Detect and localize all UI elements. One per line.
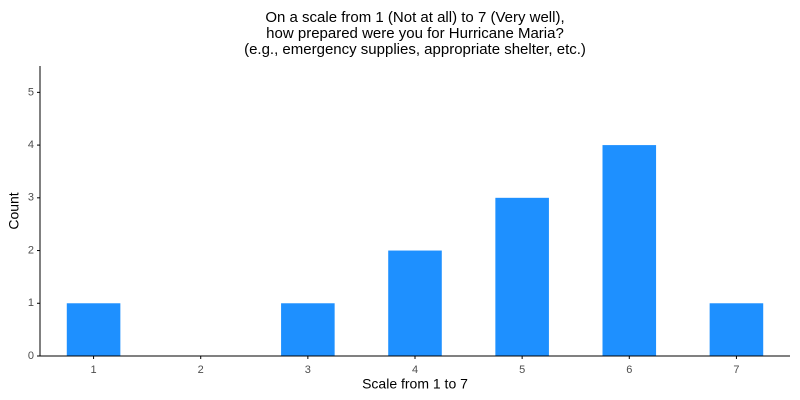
y-tick-label: 1 xyxy=(28,297,34,309)
bar xyxy=(709,303,764,356)
x-tick-label: 5 xyxy=(519,364,525,376)
x-tick-label: 2 xyxy=(198,364,204,376)
chart-title: how prepared were you for Hurricane Mari… xyxy=(266,25,564,42)
bar xyxy=(66,303,121,356)
bar xyxy=(602,145,657,356)
x-tick-label: 3 xyxy=(305,364,311,376)
x-tick-label: 7 xyxy=(733,364,739,376)
x-tick-label: 6 xyxy=(626,364,632,376)
y-tick-label: 2 xyxy=(28,244,34,256)
y-tick-label: 4 xyxy=(28,139,34,151)
chart-title: On a scale from 1 (Not at all) to 7 (Ver… xyxy=(265,9,564,26)
bar xyxy=(388,250,442,356)
x-axis-title: Scale from 1 to 7 xyxy=(362,376,468,392)
x-tick-label: 4 xyxy=(412,364,418,376)
chart-title: (e.g., emergency supplies, appropriate s… xyxy=(244,41,586,58)
y-tick-label: 0 xyxy=(28,350,34,362)
y-axis-title: Count xyxy=(6,192,22,229)
y-tick-label: 3 xyxy=(28,192,34,204)
bar xyxy=(281,303,335,356)
x-tick-label: 1 xyxy=(91,364,97,376)
y-tick-label: 5 xyxy=(28,86,34,98)
bar xyxy=(495,197,549,356)
